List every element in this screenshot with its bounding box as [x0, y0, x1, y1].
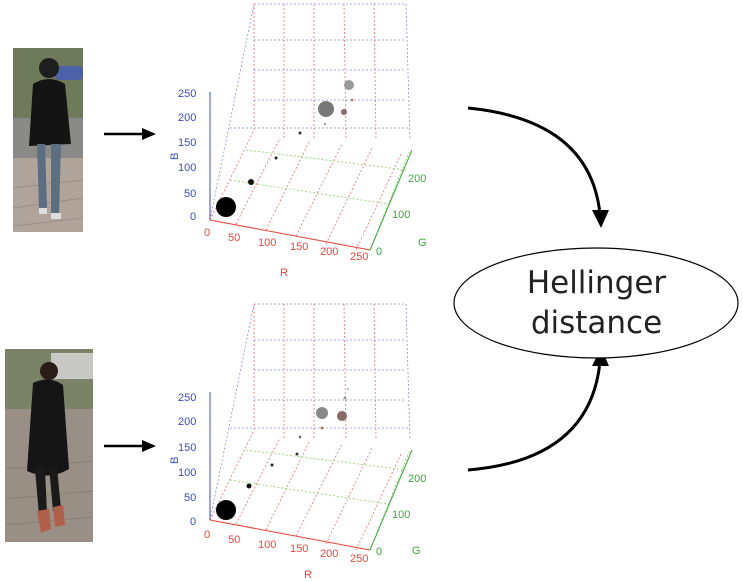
- b-tick: 100: [178, 467, 196, 479]
- b-tick: 200: [178, 112, 196, 124]
- cluster-sphere: [344, 80, 354, 90]
- b-axis-label: B: [170, 153, 181, 160]
- r-axis-label: R: [280, 267, 288, 279]
- r-tick: 0: [204, 529, 210, 541]
- g-tick: 100: [392, 209, 410, 221]
- b-tick: 50: [184, 492, 196, 504]
- r-tick: 200: [320, 246, 338, 258]
- g-tick: 200: [408, 173, 426, 185]
- person-photo-bottom: [5, 349, 93, 542]
- g-tick: 100: [392, 509, 410, 521]
- cluster-sphere: [270, 463, 274, 467]
- color-clusters: [216, 388, 349, 520]
- plot-grid: [209, 3, 411, 251]
- r-tick: 50: [228, 232, 240, 244]
- cluster-sphere: [295, 452, 299, 456]
- b-axis-ticks: 0 50 100 150 200 250 B: [170, 392, 196, 528]
- r-axis-line: [209, 519, 371, 551]
- cluster-sphere: [274, 156, 278, 160]
- rgb-3d-plot-top: 0 50 100 150 200 250 B 0 50 100 150 200 …: [170, 3, 427, 279]
- hellinger-distance-node: Hellinger distance: [450, 245, 743, 361]
- g-tick: 0: [376, 546, 382, 558]
- r-tick: 0: [204, 227, 210, 239]
- cluster-sphere: [298, 435, 302, 439]
- cluster-sphere: [324, 123, 326, 125]
- r-axis-ticks: 0 50 100 150 200 250 R: [204, 529, 368, 581]
- g-axis-line: [369, 449, 413, 551]
- r-tick: 50: [228, 534, 240, 546]
- r-tick: 150: [290, 241, 308, 253]
- r-tick: 100: [258, 539, 276, 551]
- b-tick: 150: [178, 442, 196, 454]
- b-axis-label: B: [170, 457, 181, 464]
- cluster-sphere: [318, 101, 334, 117]
- rgb-3d-plot-bottom: 0 50 100 150 200 250 B 0 50 100 150 200 …: [170, 303, 426, 581]
- cluster-sphere: [246, 483, 252, 489]
- r-axis-ticks: 0 50 100 150 200 250 R: [204, 227, 368, 279]
- g-axis-ticks: 0 100 200 G: [376, 473, 426, 558]
- r-axis-line: [209, 219, 371, 251]
- cluster-sphere: [216, 197, 236, 217]
- r-tick: 250: [350, 251, 368, 263]
- cluster-sphere: [316, 407, 328, 419]
- ellipse-label-line1: Hellinger: [526, 265, 667, 301]
- cluster-sphere: [216, 500, 236, 520]
- b-tick: 250: [178, 88, 196, 100]
- r-tick: 200: [320, 548, 338, 560]
- g-axis-line: [369, 149, 413, 251]
- b-tick: 250: [178, 392, 196, 404]
- b-tick: 150: [178, 137, 196, 149]
- cluster-sphere: [341, 109, 347, 115]
- b-tick: 50: [184, 188, 196, 200]
- ellipse-shape: [453, 247, 739, 359]
- arrow-photo-to-plot-top: [104, 128, 156, 140]
- arrow-photo-to-plot-bottom: [104, 440, 156, 452]
- r-axis-label: R: [304, 569, 312, 581]
- plot-grid: [209, 303, 411, 551]
- g-axis-label: G: [418, 237, 427, 249]
- g-axis-label: G: [412, 545, 421, 557]
- cluster-sphere: [350, 98, 354, 102]
- g-axis-ticks: 0 100 200 G: [376, 173, 427, 258]
- cluster-sphere: [343, 396, 347, 400]
- cluster-sphere: [248, 179, 254, 185]
- r-tick: 250: [350, 553, 368, 565]
- g-tick: 0: [376, 246, 382, 258]
- r-tick: 150: [290, 543, 308, 555]
- curved-arrow-bottom: [467, 361, 602, 472]
- cluster-sphere: [337, 411, 347, 421]
- b-tick: 0: [190, 516, 196, 528]
- b-tick: 200: [178, 416, 196, 428]
- b-tick: 100: [178, 162, 196, 174]
- curved-arrow-top-head: [592, 210, 609, 228]
- curved-arrow-top: [467, 106, 602, 215]
- ellipse-label-line2: distance: [530, 305, 663, 341]
- b-tick: 0: [190, 211, 196, 223]
- cluster-sphere: [347, 388, 349, 390]
- color-clusters: [216, 80, 354, 217]
- cluster-sphere: [298, 131, 302, 135]
- cluster-sphere: [320, 426, 324, 430]
- b-axis-ticks: 0 50 100 150 200 250 B: [170, 88, 196, 223]
- r-tick: 100: [258, 237, 276, 249]
- g-tick: 200: [408, 473, 426, 485]
- person-photo-top: [13, 48, 83, 232]
